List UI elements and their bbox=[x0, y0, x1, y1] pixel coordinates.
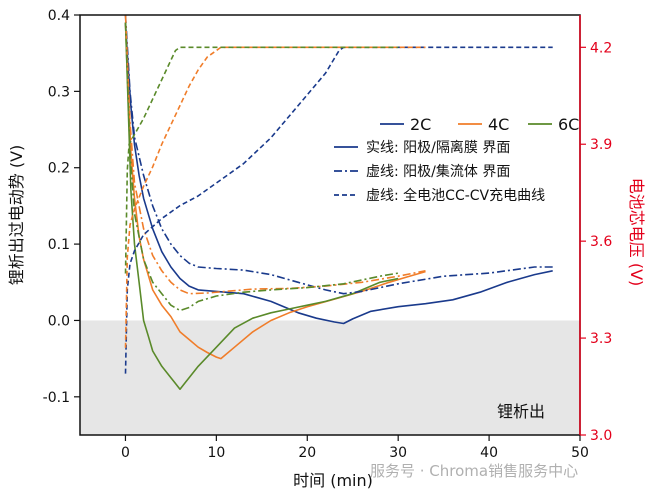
series-line-2c-anode-separator bbox=[124, 22, 553, 325]
watermark: 服务号 · Chroma销售服务中心 bbox=[370, 462, 578, 480]
legend-label-6c: 6C bbox=[558, 115, 579, 134]
series-line-2c-anode-collector bbox=[124, 14, 553, 295]
y-tick-label: 0.3 bbox=[48, 84, 70, 100]
series-line-4c-full-cell bbox=[124, 46, 426, 348]
y2-axis-title: 电池芯电压 (V) bbox=[627, 178, 646, 287]
y2-tick-label: 3.9 bbox=[590, 137, 612, 153]
y2-tick-label: 3.3 bbox=[590, 331, 612, 347]
y2-ticks: 3.0 3.3 3.6 3.9 4.2 bbox=[580, 40, 612, 444]
legend-label-4c: 4C bbox=[488, 115, 509, 134]
x-tick-label: 0 bbox=[121, 445, 130, 461]
x-tick-label: 10 bbox=[207, 445, 225, 461]
y-ticks: -0.1 0.0 0.1 0.2 0.3 0.4 bbox=[43, 8, 80, 406]
y-tick-label: 0.4 bbox=[48, 8, 70, 24]
y-tick-label: 0.0 bbox=[48, 313, 70, 329]
series-layer bbox=[124, 14, 553, 390]
x-tick-label: 40 bbox=[480, 445, 498, 461]
x-ticks: 0 10 20 30 40 50 bbox=[121, 435, 589, 461]
region-label: 锂析出 bbox=[497, 402, 545, 421]
legend-style-label-dashdot: 虚线: 阳极/集流体 界面 bbox=[366, 163, 510, 180]
y-tick-label: 0.2 bbox=[48, 161, 70, 177]
y-tick-label: 0.1 bbox=[48, 237, 70, 253]
legend-style-label-solid: 实线: 阳极/隔离膜 界面 bbox=[366, 139, 510, 156]
x-axis-title: 时间 (min) bbox=[293, 471, 373, 490]
x-tick-label: 20 bbox=[298, 445, 316, 461]
series-line-6c-anode-separator bbox=[124, 22, 399, 390]
series-line-6c-anode-collector bbox=[124, 22, 399, 312]
x-tick-label: 30 bbox=[389, 445, 407, 461]
y-axis-title: 锂析出过电动势 (V) bbox=[7, 145, 26, 286]
y2-tick-label: 4.2 bbox=[590, 40, 612, 56]
legend-style-label-dashed: 虚线: 全电池CC-CV充电曲线 bbox=[366, 187, 545, 204]
x-tick-label: 50 bbox=[571, 445, 589, 461]
shaded-region bbox=[80, 320, 580, 435]
series-line-4c-anode-collector bbox=[124, 14, 426, 295]
y-tick-label: -0.1 bbox=[43, 390, 70, 406]
series-line-6c-full-cell bbox=[124, 46, 399, 274]
y2-tick-label: 3.0 bbox=[590, 428, 612, 444]
y2-tick-label: 3.6 bbox=[590, 234, 612, 250]
legend-label-2c: 2C bbox=[410, 115, 431, 134]
